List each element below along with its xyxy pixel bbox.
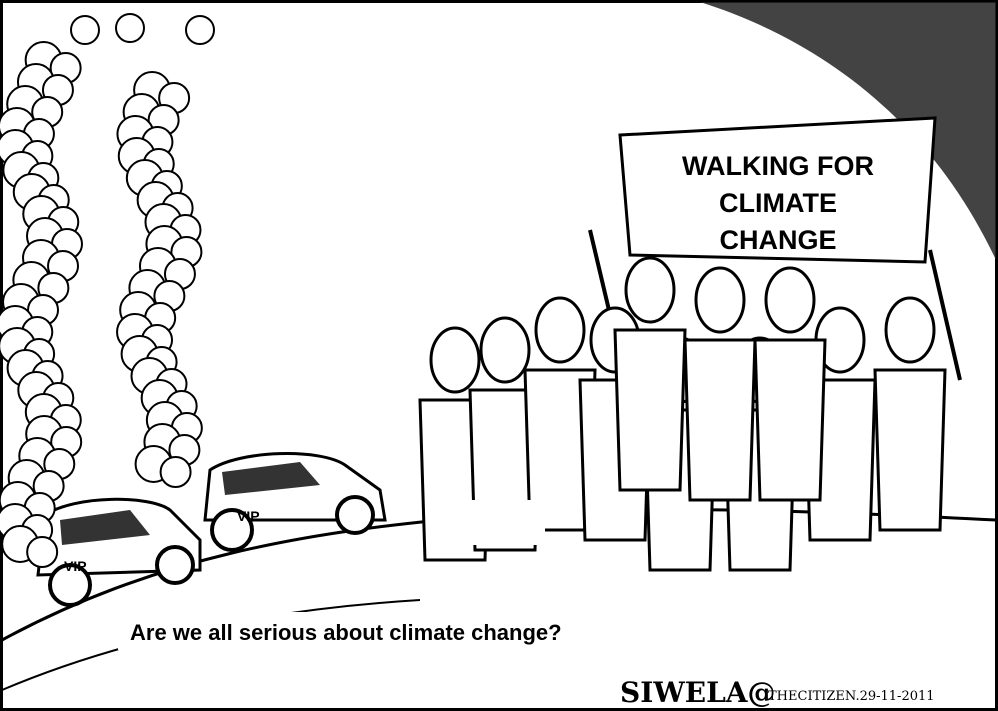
person-head	[481, 318, 529, 382]
signature-artist: SIWELA@	[620, 676, 776, 709]
smoke-puff	[27, 537, 57, 567]
person-head	[696, 268, 744, 332]
blank-patch	[470, 500, 545, 545]
banner-text: WALKING FOR	[682, 151, 874, 181]
person-head	[431, 328, 479, 392]
body: WALKING FOR CLIMATE CHANGE VIP VIP Are w…	[0, 0, 998, 711]
person-head	[766, 268, 814, 332]
person-body	[755, 340, 825, 500]
caption: Are we all serious about climate change?	[130, 620, 562, 645]
person-body	[615, 330, 685, 490]
cartoon: WALKING FOR CLIMATE CHANGE VIP VIP Are w…	[0, 0, 998, 711]
person-body	[875, 370, 945, 530]
smoke-puff	[161, 457, 191, 487]
smoke-puff	[71, 16, 99, 44]
page: Cartoon {"banner": {"lines": ["WALKING F…	[0, 0, 998, 711]
person-head	[886, 298, 934, 362]
smoke-puff	[116, 14, 144, 42]
car-label: VIP	[237, 508, 260, 524]
car-wheel	[157, 547, 193, 583]
banner-text: CLIMATE	[719, 188, 837, 218]
car-wheel	[337, 497, 373, 533]
person-body	[685, 340, 755, 500]
smoke-puff	[186, 16, 214, 44]
banner-text: CHANGE	[719, 225, 836, 255]
car-label: VIP	[64, 558, 87, 574]
person-head	[626, 258, 674, 322]
person-head	[536, 298, 584, 362]
signature-source: THECITIZEN.29-11-2011	[768, 689, 935, 704]
